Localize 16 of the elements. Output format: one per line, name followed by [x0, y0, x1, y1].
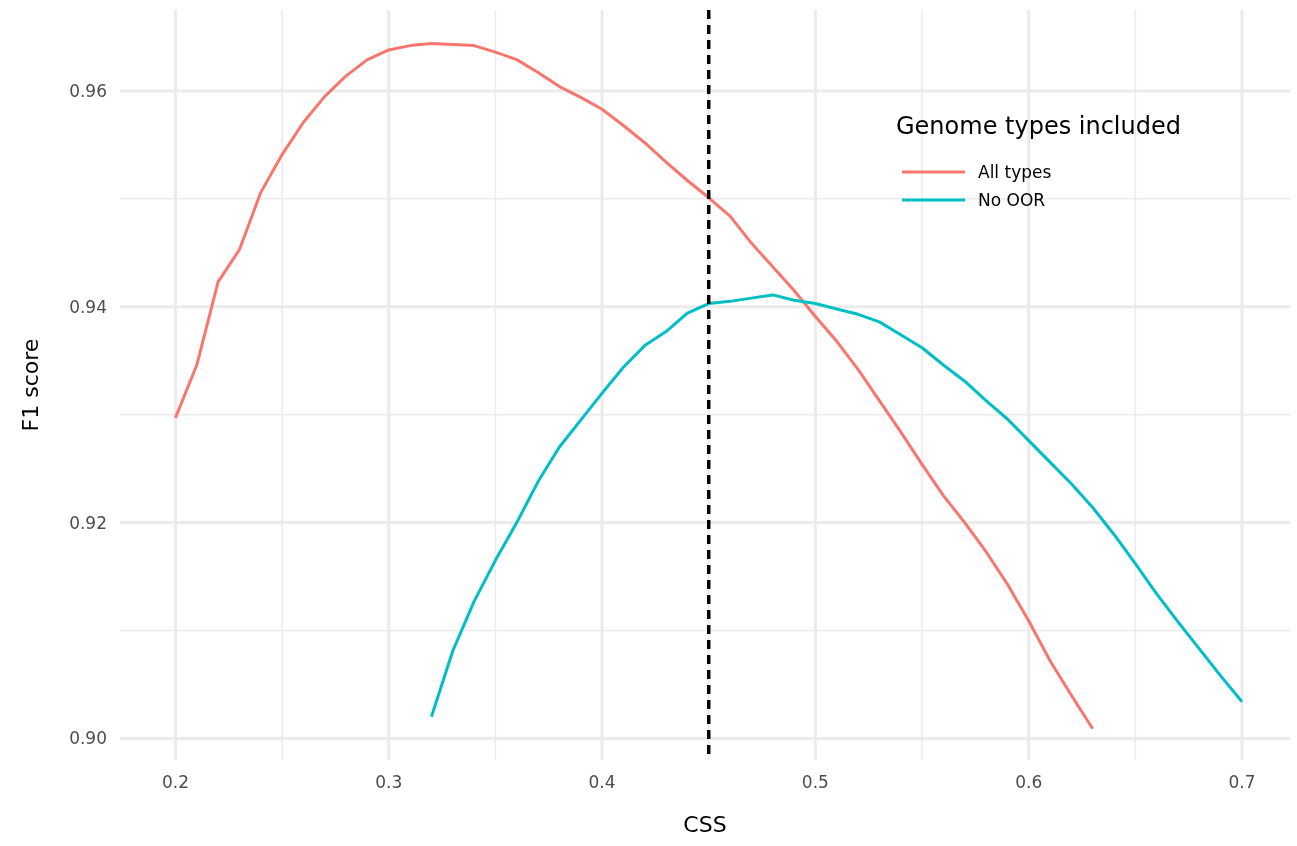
x-tick-label: 0.3 — [375, 772, 403, 792]
y-axis-title: F1 score — [18, 338, 43, 432]
y-tick-label: 0.94 — [69, 296, 107, 317]
legend-label: All types — [978, 162, 1052, 182]
y-tick-label: 0.90 — [69, 728, 107, 749]
x-tick-label: 0.4 — [588, 772, 616, 792]
x-tick-label: 0.6 — [1015, 772, 1043, 792]
x-tick-label: 0.2 — [161, 772, 189, 792]
line-series — [429, 293, 1244, 719]
legend-title: Genome types included — [896, 112, 1181, 140]
x-tick-label: 0.7 — [1228, 772, 1256, 792]
x-axis-title: CSS — [683, 812, 727, 837]
y-tick-label: 0.92 — [69, 512, 107, 533]
x-tick-label: 0.5 — [801, 772, 829, 792]
legend-label: No OOR — [978, 190, 1046, 210]
y-tick-label: 0.96 — [69, 80, 107, 101]
